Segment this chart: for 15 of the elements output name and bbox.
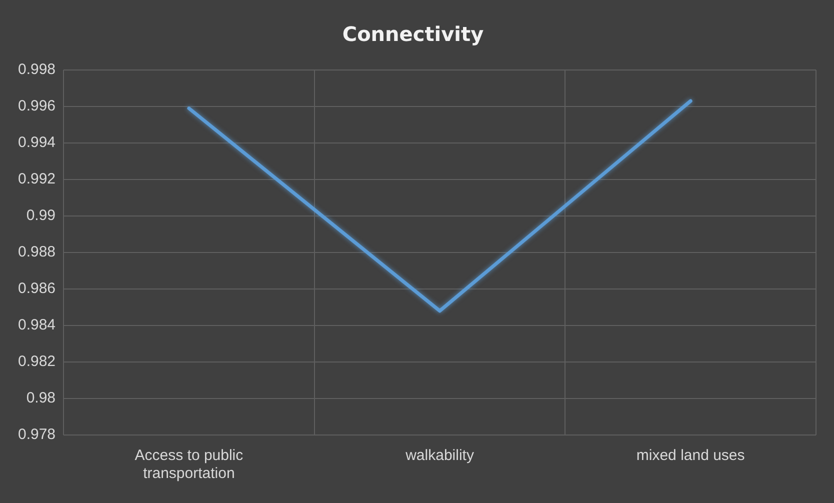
y-tick-label: 0.98 [26, 390, 56, 407]
chart-title: Connectivity [342, 22, 484, 46]
x-tick-label: walkability [404, 447, 474, 464]
y-tick-label: 0.99 [26, 207, 56, 224]
y-tick-label: 0.988 [18, 244, 56, 261]
x-tick-label: mixed land uses [636, 447, 745, 464]
y-tick-label: 0.996 [18, 98, 56, 115]
y-tick-label: 0.992 [18, 170, 56, 188]
y-tick-label: 0.984 [18, 316, 56, 334]
x-tick-label: Access to public transportation [134, 447, 244, 482]
y-tick-label: 0.986 [18, 280, 56, 298]
y-tick-label: 0.998 [18, 61, 56, 78]
y-tick-label: 0.994 [18, 134, 56, 152]
y-tick-label: 0.982 [18, 353, 56, 370]
y-tick-label: 0.978 [18, 426, 56, 444]
